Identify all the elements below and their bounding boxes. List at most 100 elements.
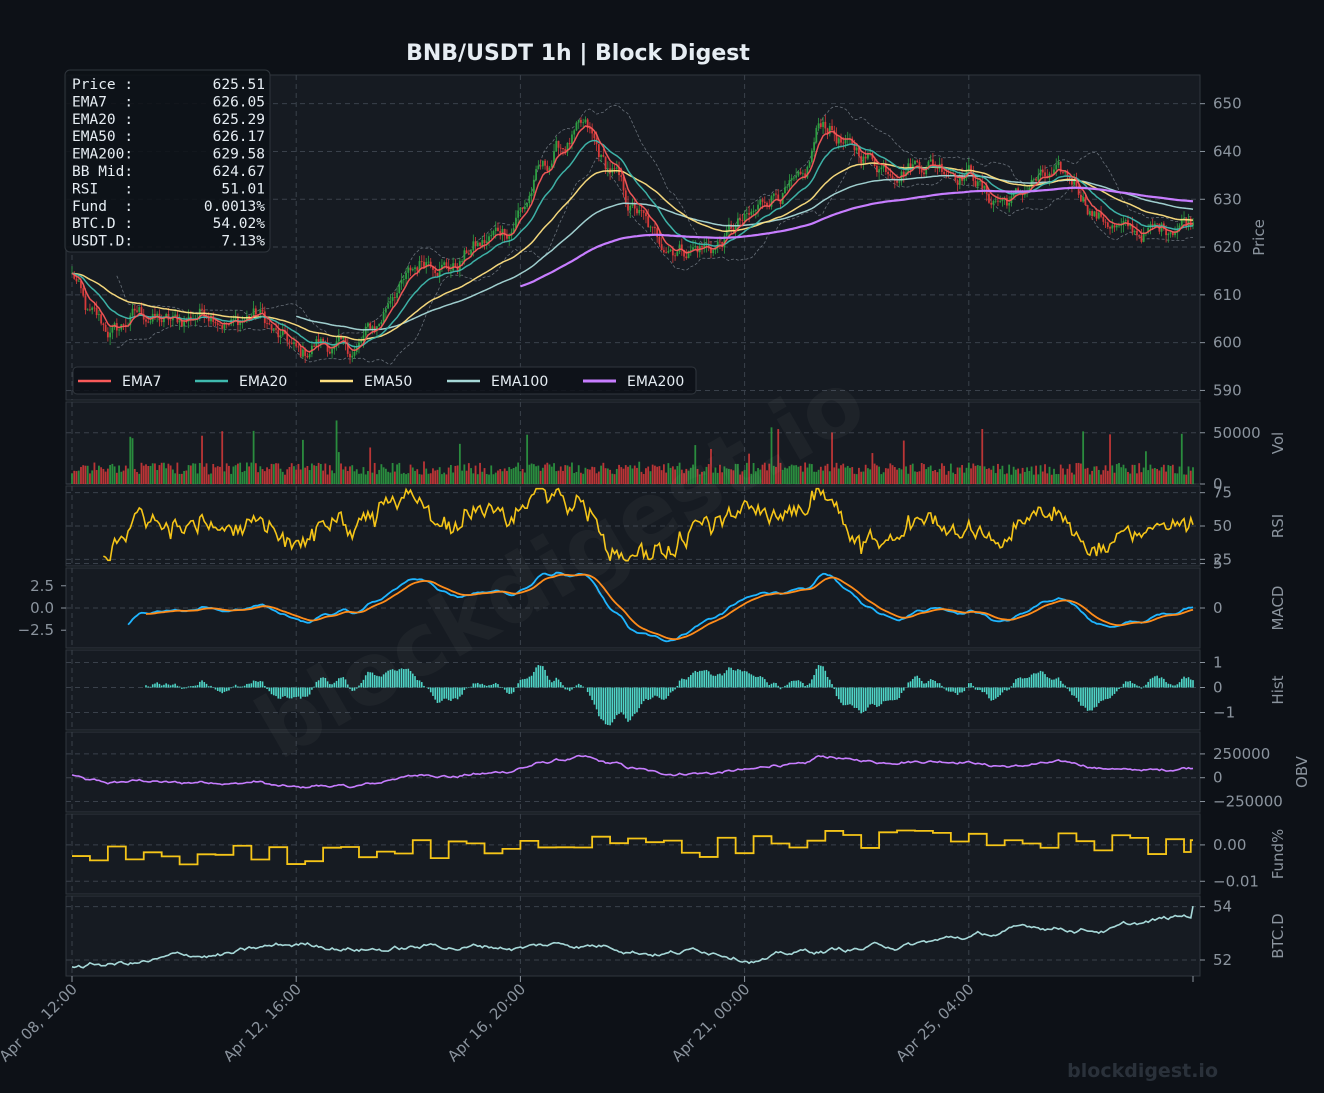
candle-body [754, 209, 757, 211]
candle-body [685, 256, 688, 259]
volume-bar [988, 468, 990, 484]
candle-body [770, 196, 773, 207]
hist-bar [333, 682, 336, 688]
bb-upper-line [116, 104, 1194, 337]
hist-bar [190, 686, 192, 688]
hist-bar [968, 683, 970, 688]
candle-body [1091, 211, 1094, 217]
volume-bar [923, 464, 925, 484]
volume-bar [1019, 473, 1022, 484]
hist-bar [306, 687, 309, 697]
volume-bar [80, 466, 82, 484]
hist-bar [185, 687, 188, 689]
volume-bar [115, 472, 118, 484]
candle-body [797, 171, 800, 176]
candle-body [288, 341, 291, 344]
volume-bar [1035, 465, 1037, 484]
hist-bar [308, 687, 311, 695]
hist-bar [891, 687, 894, 701]
candle-body [465, 250, 468, 254]
hist-bar [902, 687, 905, 691]
panel-obv: 250000 0 −250000 OBV [65, 731, 1311, 813]
volume-bar [317, 462, 320, 484]
volume-bar [763, 462, 766, 484]
hist-bar [403, 669, 405, 688]
hist-bar [1057, 677, 1060, 688]
hist-bar [528, 676, 531, 688]
candle-body [757, 204, 759, 210]
panel-funding: 0.00 −0.01 Fund% [65, 813, 1287, 895]
volume-bar [548, 464, 551, 484]
candle-body [528, 195, 531, 204]
hist-bar [295, 687, 297, 698]
hist-bar [320, 677, 322, 688]
candle-body [216, 323, 219, 326]
volume-bar [174, 473, 177, 484]
hist-bar [288, 687, 291, 699]
volume-bar [1032, 474, 1035, 484]
hist-bar [784, 685, 786, 688]
volume-bar [418, 474, 421, 484]
volume-bar [194, 463, 197, 484]
volume-bar [1037, 474, 1040, 484]
volume-bar [474, 465, 477, 484]
volume-bar [878, 466, 881, 484]
volume-bar [382, 467, 385, 484]
volume-bar [266, 467, 268, 484]
candle-body [544, 160, 546, 166]
volume-bar [129, 436, 132, 484]
hist-bar [589, 687, 591, 696]
hist-bar [761, 677, 764, 688]
volume-bar [584, 467, 587, 484]
candle-body [111, 327, 114, 333]
candle-body [102, 323, 105, 325]
volume-bar [75, 471, 78, 484]
hist-bar [557, 679, 560, 688]
volume-bar [369, 447, 372, 484]
volume-bar [234, 465, 237, 484]
volume-bar [712, 472, 715, 484]
candle-body [470, 250, 472, 255]
candle-body [880, 167, 883, 170]
volume-bar [299, 469, 302, 484]
candle-body [272, 328, 275, 330]
hist-bar [941, 685, 943, 688]
volume-bar [976, 465, 979, 484]
volume-bar [1162, 464, 1165, 484]
volume-bar [694, 445, 697, 484]
hist-bar [160, 685, 163, 688]
hist-bar [1091, 687, 1093, 711]
candle-body [669, 249, 672, 251]
hist-bar [176, 685, 179, 688]
volume-bar [212, 463, 215, 484]
volume-bar [947, 471, 950, 484]
candle-body [676, 251, 679, 256]
hist-bar [172, 684, 174, 688]
hist-bar [380, 676, 383, 688]
hist-bar [622, 687, 625, 715]
hist-bar [633, 687, 636, 714]
y-tick-label: 600 [1213, 334, 1242, 352]
volume-bar [497, 470, 499, 484]
volume-bar [355, 469, 358, 484]
y-tick-label: 620 [1213, 238, 1242, 256]
hist-bar [1140, 687, 1143, 689]
hist-bar [864, 687, 867, 711]
volume-bar [1066, 468, 1069, 484]
hist-bar [815, 668, 818, 688]
volume-bar [979, 465, 981, 484]
volume-bar [1080, 463, 1082, 484]
volume-bar [423, 461, 425, 484]
candle-body [1068, 176, 1071, 179]
hist-bar [750, 674, 753, 688]
volume-bar [1185, 474, 1188, 484]
hist-bar [313, 686, 315, 688]
volume-bar [938, 468, 941, 484]
volume-bar [279, 468, 282, 484]
y-tick-label: 610 [1213, 286, 1242, 304]
candle-body [476, 242, 479, 247]
hist-bar [1030, 674, 1033, 688]
y-tick-label: 0 [1213, 769, 1223, 787]
hist-bar [407, 668, 410, 688]
candle-body [994, 200, 997, 202]
